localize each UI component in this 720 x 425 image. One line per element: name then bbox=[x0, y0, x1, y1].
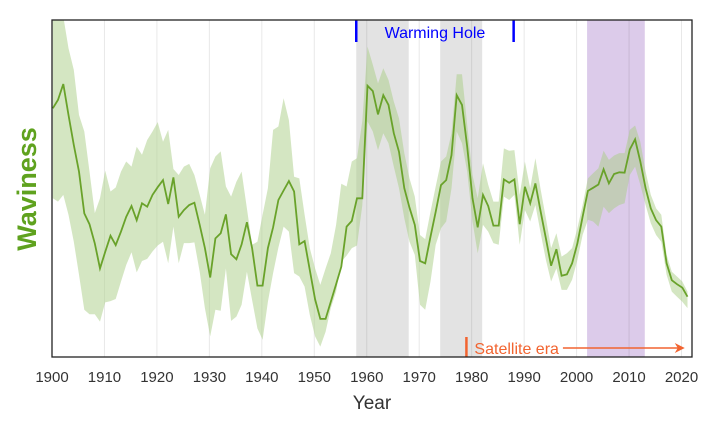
x-tick-label: 1920 bbox=[140, 369, 173, 386]
satellite-era-label: Satellite era bbox=[474, 341, 559, 358]
x-tick-label: 1980 bbox=[455, 369, 488, 386]
x-tick-label: 1910 bbox=[88, 369, 121, 386]
x-tick-label: 2010 bbox=[612, 369, 645, 386]
arrowhead-icon bbox=[674, 343, 685, 353]
x-tick-label: 1960 bbox=[350, 369, 383, 386]
x-tick-label: 2000 bbox=[560, 369, 593, 386]
x-tick-label: 1940 bbox=[245, 369, 278, 386]
x-tick-label: 2020 bbox=[665, 369, 698, 386]
annotations: Warming Hole Satellite era bbox=[355, 20, 685, 358]
waviness-line bbox=[52, 83, 689, 320]
x-tick-labels: 1900 1910 1920 1930 1940 1950 1960 1970 1980 1990… bbox=[35, 369, 698, 386]
x-tick-label: 1970 bbox=[403, 369, 436, 386]
warming-hole-label: Warming Hole bbox=[385, 25, 486, 42]
y-axis-label: Waviness bbox=[12, 127, 42, 251]
x-tick-label: 1950 bbox=[298, 369, 331, 386]
x-tick-label: 1990 bbox=[507, 369, 540, 386]
plot-frame bbox=[51, 19, 693, 358]
x-axis-label: Year bbox=[353, 393, 392, 414]
x-tick-label: 1900 bbox=[35, 369, 68, 386]
x-tick-label: 1930 bbox=[193, 369, 226, 386]
